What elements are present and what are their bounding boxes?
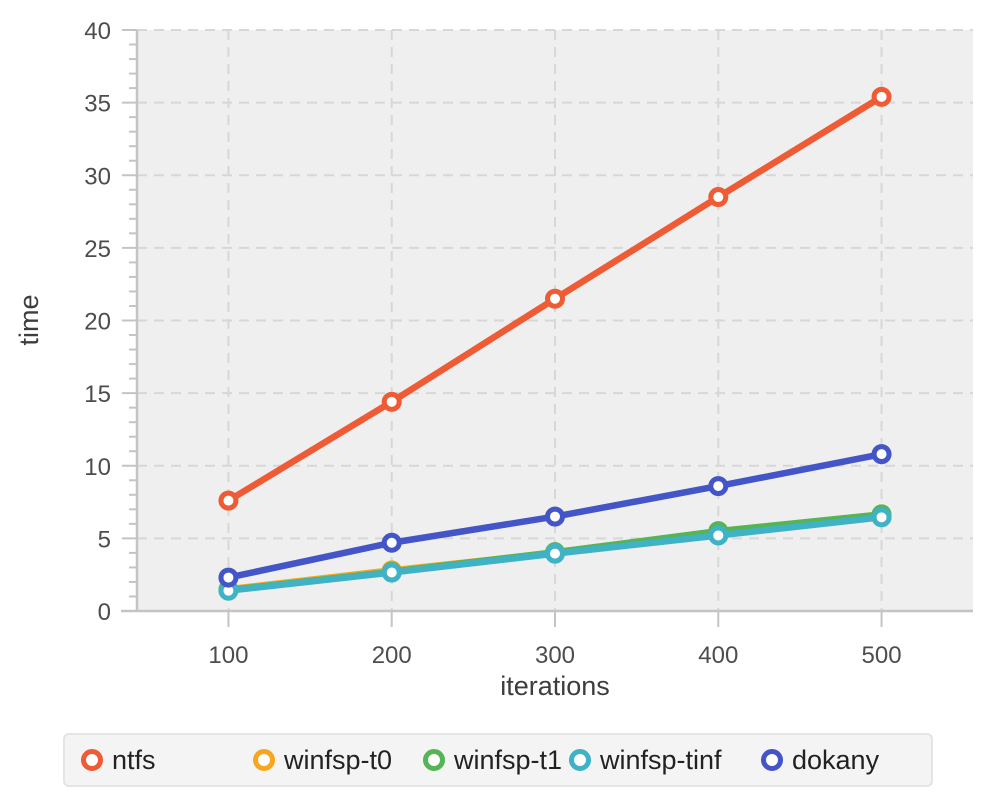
legend-marker-icon xyxy=(423,749,445,771)
x-tick-label-400: 400 xyxy=(698,642,738,669)
data-point-dokany-500 xyxy=(871,444,892,465)
y-axis-title: time xyxy=(14,294,44,345)
line-chart: 0 5 10 15 20 25 30 35 40 100 200 300 400 500 time ite… xyxy=(14,18,973,701)
y-tick-label-25: 25 xyxy=(84,236,111,263)
legend-label: ntfs xyxy=(112,744,156,775)
data-point-winfsp-tinf-400 xyxy=(708,525,729,546)
legend-item-winfsp-t0[interactable]: winfsp-t0 xyxy=(253,745,423,776)
data-point-winfsp-tinf-200 xyxy=(381,562,402,583)
legend-marker-icon xyxy=(81,749,103,771)
data-point-dokany-300 xyxy=(545,506,565,527)
data-point-ntfs-300 xyxy=(545,288,565,309)
plot-layer: 0 5 10 15 20 25 30 35 40 100 200 300 400 500 xyxy=(84,18,973,669)
x-axis-title: iterations xyxy=(500,671,610,701)
legend-item-ntfs[interactable]: ntfs xyxy=(81,745,253,776)
x-tick-label-300: 300 xyxy=(535,642,575,669)
legend-label: dokany xyxy=(792,744,880,775)
y-tick-label-30: 30 xyxy=(84,163,111,190)
x-tick-label-100: 100 xyxy=(208,642,248,669)
data-point-winfsp-tinf-300 xyxy=(545,543,565,564)
y-tick-label-15: 15 xyxy=(84,381,111,408)
data-point-ntfs-200 xyxy=(381,391,402,412)
legend-item-dokany[interactable]: dokany xyxy=(761,745,879,776)
legend-item-winfsp-tinf[interactable]: winfsp-tinf xyxy=(569,745,761,776)
data-point-dokany-100 xyxy=(218,567,239,588)
legend-label: winfsp-tinf xyxy=(600,744,722,775)
chart-legend: ntfs winfsp-t0 winfsp-t1 winfsp-tinf dokany xyxy=(63,733,933,787)
data-point-dokany-400 xyxy=(708,476,729,497)
data-point-ntfs-500 xyxy=(871,86,892,107)
legend-label: winfsp-t0 xyxy=(284,744,393,775)
legend-item-winfsp-t1[interactable]: winfsp-t1 xyxy=(423,745,569,776)
y-tick-label-35: 35 xyxy=(84,91,111,118)
y-tick-label-0: 0 xyxy=(98,599,111,626)
legend-marker-icon xyxy=(569,749,591,771)
data-point-ntfs-100 xyxy=(218,490,239,511)
y-tick-label-5: 5 xyxy=(98,526,111,553)
data-point-dokany-200 xyxy=(381,532,402,553)
x-tick-label-200: 200 xyxy=(372,642,412,669)
legend-marker-icon xyxy=(761,749,783,771)
y-tick-label-20: 20 xyxy=(84,309,111,336)
legend-label: winfsp-t1 xyxy=(454,744,563,775)
y-tick-label-10: 10 xyxy=(84,454,111,481)
legend-marker-icon xyxy=(253,749,275,771)
x-tick-label-500: 500 xyxy=(862,642,902,669)
y-tick-label-40: 40 xyxy=(84,18,111,45)
data-point-winfsp-tinf-500 xyxy=(871,507,892,528)
data-point-ntfs-400 xyxy=(708,187,729,208)
